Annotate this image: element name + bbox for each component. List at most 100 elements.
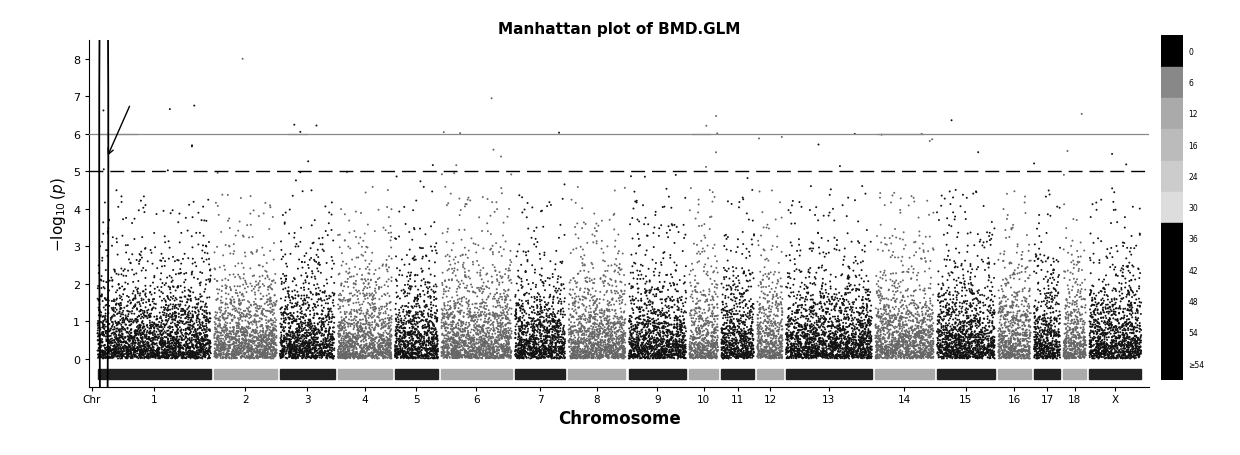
Point [766,340,786,348]
Point [1109,310,1128,318]
Point [182,318,202,325]
Point [1073,337,1092,344]
Point [825,335,844,342]
Point [102,339,122,347]
Point [900,343,920,350]
Point [455,265,475,273]
Point [205,324,224,331]
Point [696,309,715,317]
Point [785,324,805,332]
Point [962,297,982,304]
Point [791,353,811,360]
Point [490,343,510,350]
Point [785,318,805,325]
Point [226,332,246,339]
Point [982,323,1002,330]
Point [159,353,179,360]
Point [233,233,253,241]
Point [412,352,432,359]
Point [1060,342,1080,349]
Point [113,319,133,327]
Point [181,350,201,357]
Point [582,309,601,316]
Point [1055,321,1075,328]
Point [932,332,952,339]
Point [1112,290,1132,298]
Point [399,229,419,236]
Point [895,333,915,340]
Point [195,332,215,339]
Point [575,354,595,361]
Point [635,346,655,353]
Point [372,335,392,343]
Point [394,348,414,355]
Point [934,353,954,360]
Point [916,233,936,241]
Point [167,354,187,361]
Point [450,351,470,359]
Point [837,329,857,337]
Point [95,329,115,337]
Point [438,309,458,316]
Point [604,347,624,354]
Point [786,351,806,359]
Point [463,259,482,266]
Point [455,273,475,281]
Point [559,329,579,336]
Point [801,328,821,335]
Point [184,329,203,336]
Point [211,332,231,339]
Point [913,336,932,343]
Point [1130,329,1149,336]
Point [966,307,986,314]
Point [317,354,337,361]
Point [905,339,925,346]
Point [232,309,252,317]
Point [797,321,817,328]
Point [874,349,894,357]
Point [273,311,293,318]
Point [140,302,160,309]
Point [956,344,976,351]
Point [537,329,557,336]
Point [681,353,701,360]
Point [1106,349,1126,356]
Point [815,314,835,321]
Point [1090,341,1110,349]
Point [341,351,361,358]
Point [267,333,286,340]
Point [299,294,319,302]
Point [565,323,585,330]
Point [857,312,877,319]
Point [332,351,352,358]
Point [801,354,821,361]
Point [763,347,782,354]
Point [231,354,250,362]
Point [1003,271,1023,278]
Point [300,337,320,344]
Point [915,255,935,262]
Point [403,336,423,343]
Point [780,348,800,355]
Point [622,343,642,350]
Point [911,256,931,263]
Point [244,334,264,341]
Point [983,302,1003,309]
Point [828,341,848,348]
Point [118,340,138,347]
Point [296,350,316,357]
Point [506,313,526,320]
Point [985,225,1004,233]
Point [274,317,294,324]
Point [893,330,913,338]
Point [748,353,768,360]
Point [950,333,970,340]
Point [981,343,1001,350]
Point [253,341,273,349]
Point [1085,316,1105,324]
Point [311,352,331,359]
Point [921,274,941,282]
Point [717,352,737,359]
Point [289,337,309,344]
Point [789,354,808,361]
